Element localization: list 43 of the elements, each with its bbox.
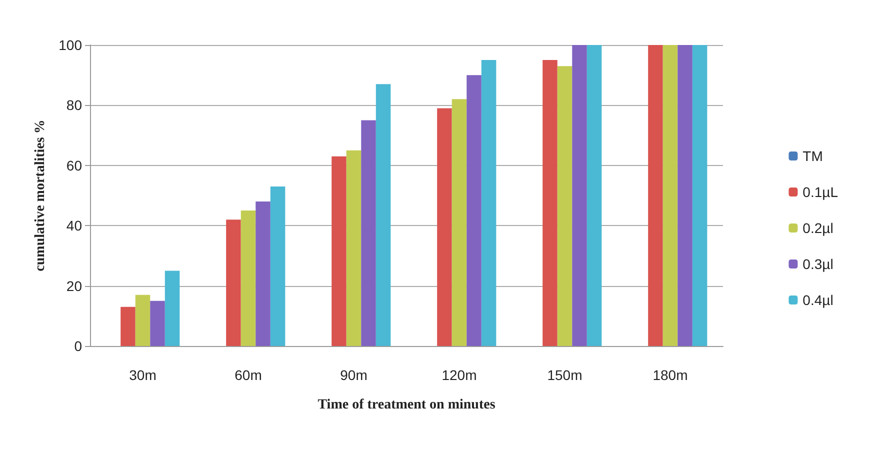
y-tick-label: 80 xyxy=(66,97,82,114)
bar xyxy=(332,156,346,346)
bar xyxy=(150,300,165,346)
x-tick-label: 180m xyxy=(652,367,688,383)
bar xyxy=(346,150,362,346)
bar xyxy=(662,45,678,346)
bar xyxy=(692,45,708,346)
x-tick-label: 30m xyxy=(129,367,156,383)
bar xyxy=(648,45,663,346)
y-tick-label: 40 xyxy=(66,218,82,234)
bar xyxy=(466,75,482,346)
x-axis-title: Time of treatment on minutes xyxy=(318,398,496,412)
legend-label: 0.2µl xyxy=(802,220,834,236)
bar xyxy=(542,60,558,346)
x-tick-label: 60m xyxy=(234,367,262,383)
bar xyxy=(164,270,180,346)
bar xyxy=(452,99,467,346)
legend-label: 0.1µL xyxy=(802,184,838,200)
bar xyxy=(376,84,391,346)
x-tick-label: 120m xyxy=(442,367,477,383)
y-tick-label: 20 xyxy=(66,278,82,294)
legend-label: TM xyxy=(802,148,823,164)
bar xyxy=(678,45,692,346)
legend-label: 0.3µl xyxy=(802,256,834,272)
bar xyxy=(240,210,256,346)
bar xyxy=(135,294,150,346)
bar xyxy=(256,202,270,346)
bar xyxy=(586,45,602,346)
bar xyxy=(557,66,572,346)
x-tick-label: 90m xyxy=(340,367,368,383)
y-tick-label: 100 xyxy=(58,37,82,53)
bar xyxy=(361,120,376,346)
bar xyxy=(270,186,286,346)
y-tick-label: 60 xyxy=(66,157,82,174)
bar xyxy=(572,45,587,346)
bar xyxy=(481,60,496,346)
x-tick-label: 150m xyxy=(547,367,582,383)
y-axis-title: cumulative mortalities % xyxy=(33,120,48,272)
bar xyxy=(120,306,136,346)
legend-label: 0.4µl xyxy=(802,292,834,308)
y-tick-label: 0 xyxy=(74,338,82,354)
bar xyxy=(226,220,241,346)
bar xyxy=(437,108,452,346)
